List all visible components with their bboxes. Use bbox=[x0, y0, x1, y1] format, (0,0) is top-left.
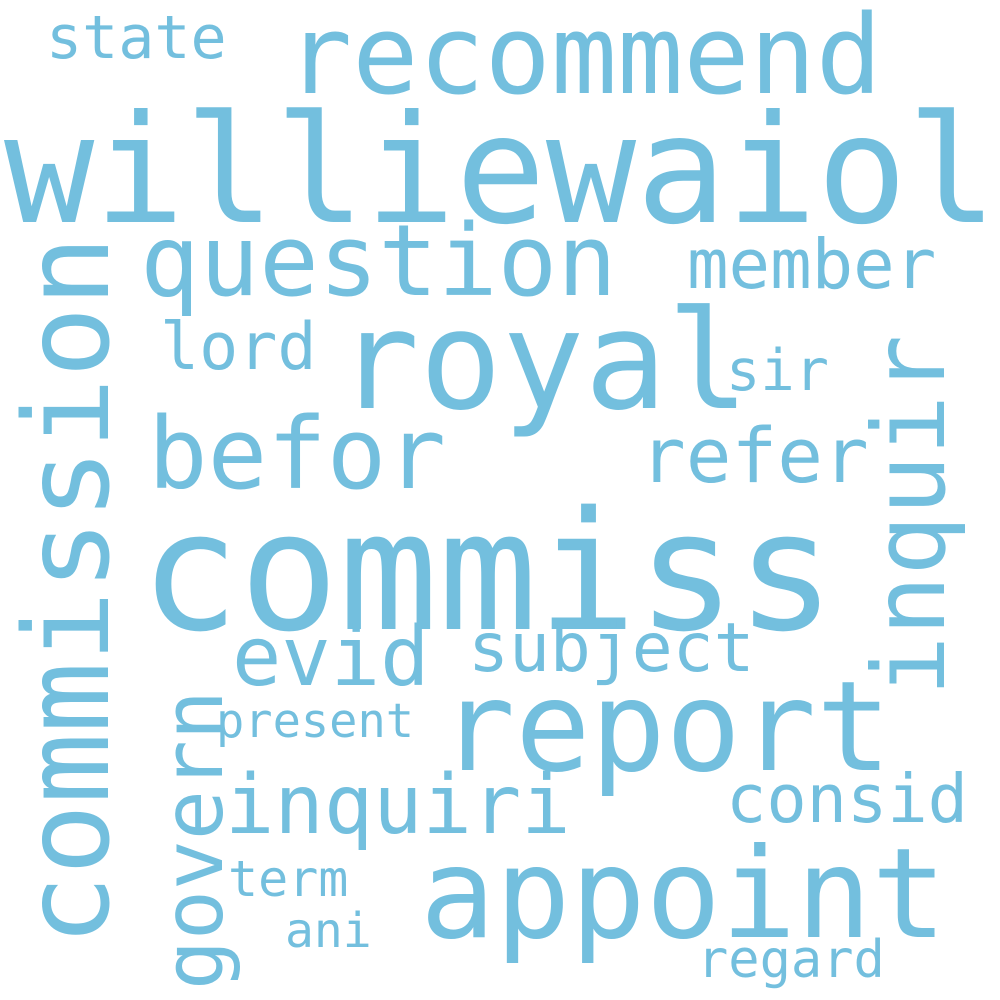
word-inquiri: inquiri bbox=[225, 758, 571, 853]
word-royal: royal bbox=[337, 282, 750, 441]
word-williewaiola: williewaiola bbox=[4, 84, 1000, 258]
word-member: member bbox=[687, 225, 937, 305]
word-refer: refer bbox=[640, 411, 869, 500]
word-ani: ani bbox=[285, 903, 372, 959]
word-evid: evid bbox=[232, 610, 430, 705]
word-recommend: recommend bbox=[286, 0, 883, 119]
word-term: term bbox=[228, 850, 349, 908]
word-lord: lord bbox=[160, 310, 317, 385]
word-state: state bbox=[46, 3, 227, 73]
word-commiss: commiss bbox=[140, 476, 836, 668]
word-befor: befor bbox=[148, 397, 447, 512]
word-inquir: inquir bbox=[851, 334, 968, 696]
word-consid: consid bbox=[726, 760, 969, 838]
word-regard: regard bbox=[697, 930, 885, 990]
word-question: question bbox=[140, 204, 617, 319]
word-commission: commission bbox=[0, 235, 136, 946]
word-sir: sir bbox=[726, 338, 829, 404]
word-appoint: appoint bbox=[420, 822, 947, 967]
word-report: report bbox=[440, 655, 892, 800]
word-present: present bbox=[216, 694, 415, 749]
word-subject: subject bbox=[468, 609, 755, 688]
